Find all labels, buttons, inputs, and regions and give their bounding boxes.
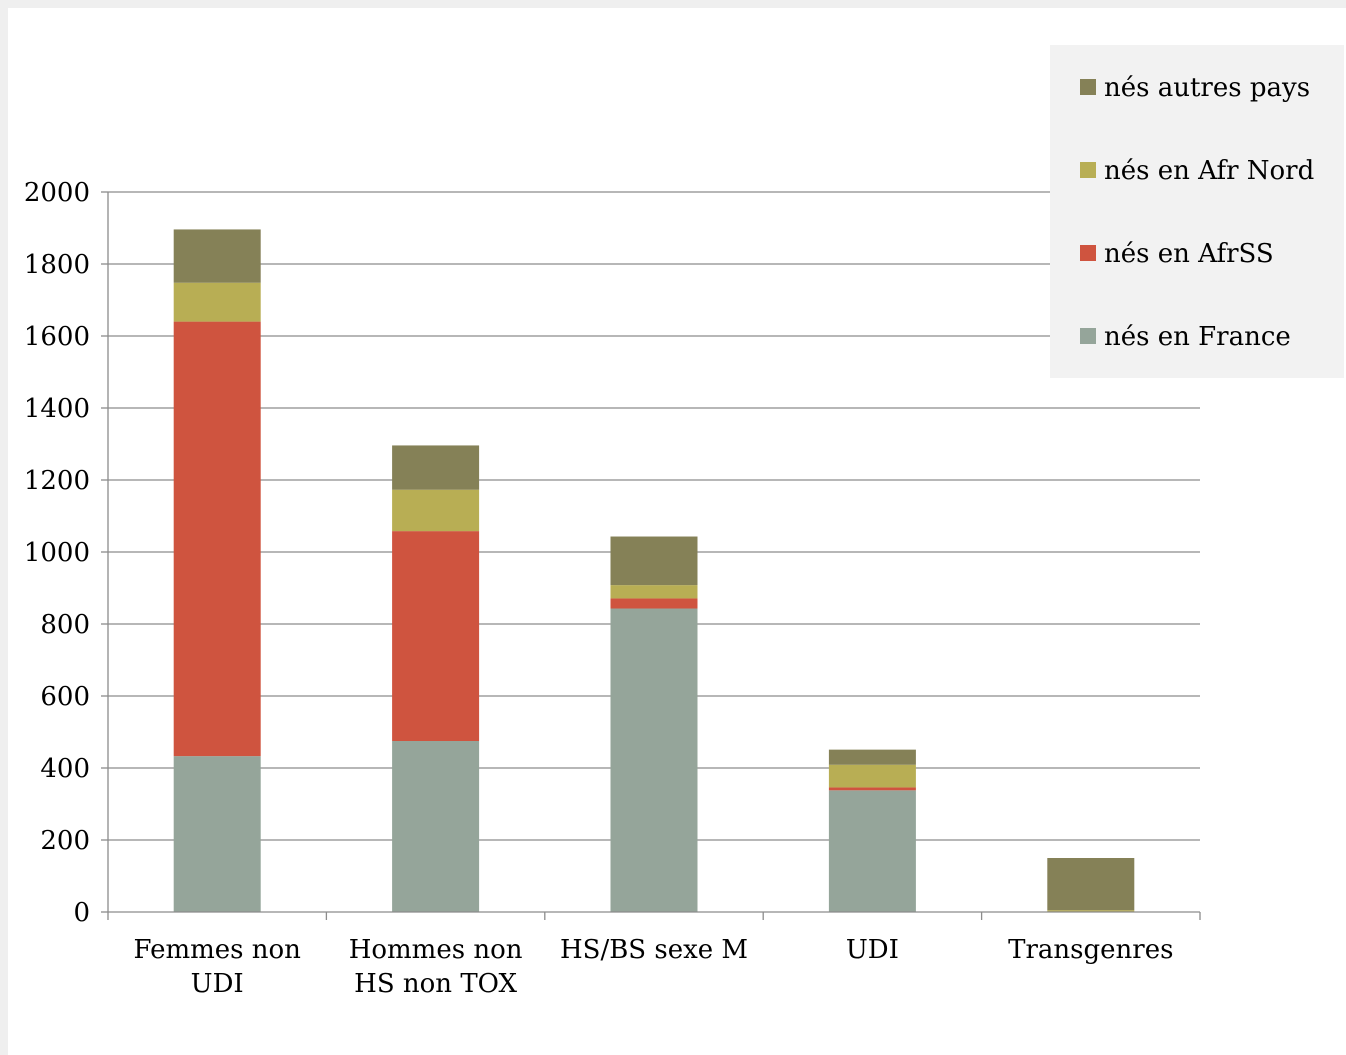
legend-box: [1050, 45, 1344, 378]
bars: [173, 229, 1135, 912]
bar-segment: [828, 790, 916, 912]
bar-segment: [1047, 858, 1135, 911]
legend-swatch: [1080, 162, 1096, 178]
stacked-bar-chart: 0 200 400 600 800 1000 1200 1400 1600 1800 2000 Fe…: [24, 45, 1344, 999]
legend-swatch: [1080, 245, 1096, 261]
bar-segment: [392, 489, 480, 532]
bar-segment: [173, 229, 261, 283]
bar-segment: [610, 585, 698, 599]
legend-swatch: [1080, 79, 1096, 95]
y-tick-label: 1000: [24, 538, 90, 568]
bar-segment: [173, 282, 261, 322]
bar-segment: [173, 756, 261, 912]
y-tick-label: 0: [73, 898, 90, 928]
bar-segment: [610, 536, 698, 586]
legend: nés autres pays nés en Afr Nord nés en Afr…: [1050, 45, 1344, 378]
bar-segment: [392, 531, 480, 741]
x-tick-label: UDI: [846, 935, 899, 965]
legend-label: nés en Afr Nord: [1104, 156, 1314, 186]
bar-segment: [610, 608, 698, 912]
y-tick-label: 1600: [24, 322, 90, 352]
x-tick-label: Femmes non: [133, 935, 301, 965]
y-tick-label: 1200: [24, 466, 90, 496]
x-tick-label: Transgenres: [1008, 935, 1173, 965]
x-tick-labels: Femmes non UDI Hommes non HS non TOX HS/BS s…: [133, 935, 1173, 999]
y-tick-label: 2000: [24, 178, 90, 208]
bar-segment: [392, 445, 480, 490]
y-tick-label: 1800: [24, 250, 90, 280]
y-tick-label: 1400: [24, 394, 90, 424]
legend-label: nés en France: [1104, 322, 1291, 352]
y-tick-label: 800: [40, 610, 90, 640]
x-tick-label: HS/BS sexe M: [560, 935, 748, 965]
bar-segment: [392, 741, 480, 912]
bar-segment: [828, 764, 916, 788]
axes: [101, 191, 1201, 920]
bar-segment: [610, 598, 698, 609]
y-tick-label: 600: [40, 682, 90, 712]
chart-frame: 0 200 400 600 800 1000 1200 1400 1600 1800 2000 Fe…: [8, 8, 1346, 1055]
legend-label: nés en AfrSS: [1104, 239, 1274, 269]
y-tick-label: 200: [40, 826, 90, 856]
bar-segment: [828, 749, 916, 765]
bar-segment: [828, 787, 916, 791]
x-tick-label: UDI: [191, 969, 244, 999]
legend-swatch: [1080, 328, 1096, 344]
x-tick-label: HS non TOX: [354, 969, 517, 999]
y-tick-label: 400: [40, 754, 90, 784]
legend-label: nés autres pays: [1104, 73, 1310, 103]
bar-segment: [173, 321, 261, 757]
y-tick-labels: 0 200 400 600 800 1000 1200 1400 1600 1800 2000: [24, 178, 90, 928]
x-tick-label: Hommes non: [349, 935, 523, 965]
bar-segment: [1047, 910, 1135, 912]
